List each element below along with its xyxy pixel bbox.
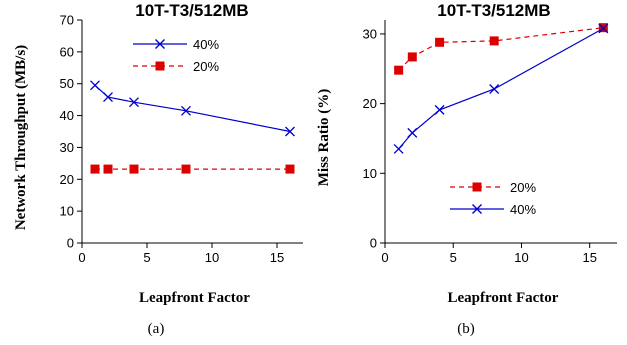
x-marker-stroke bbox=[393, 143, 404, 154]
x-tick-label: 5 bbox=[450, 250, 457, 265]
x-tick-label: 10 bbox=[514, 250, 528, 265]
legend-label: 20% bbox=[193, 59, 219, 74]
legend-label: 40% bbox=[510, 202, 536, 217]
y-tick-label: 50 bbox=[60, 76, 74, 91]
y-tick-label: 60 bbox=[60, 44, 74, 59]
x-marker-stroke bbox=[472, 204, 482, 214]
x-marker bbox=[285, 126, 295, 137]
x-marker bbox=[181, 105, 191, 116]
square-marker bbox=[181, 164, 191, 174]
x-marker bbox=[103, 92, 113, 103]
square-marker bbox=[90, 164, 100, 174]
x-tick-label: 10 bbox=[205, 250, 219, 265]
series-line bbox=[94, 84, 291, 133]
x-marker-stroke bbox=[598, 23, 609, 34]
chart-a: 0 10 20 30 40 50 60 70 0 5 10 15 10T-T3/512MB Leapfro… bbox=[13, 1, 303, 337]
square-marker bbox=[155, 61, 165, 71]
chart-caption: (a) bbox=[148, 321, 165, 337]
x-marker-stroke bbox=[155, 39, 165, 49]
y-tick-label: 10 bbox=[60, 204, 74, 219]
x-marker bbox=[407, 127, 418, 138]
x-marker bbox=[393, 143, 404, 154]
legend-label: 20% bbox=[510, 180, 536, 195]
x-marker-stroke bbox=[181, 105, 191, 116]
x-marker-stroke bbox=[434, 104, 445, 115]
x-axis-label: Leapfront Factor bbox=[139, 290, 250, 306]
y-tick-label: 30 bbox=[363, 26, 377, 41]
x-marker bbox=[472, 204, 482, 214]
x-marker-stroke bbox=[407, 127, 418, 138]
x-tick-label: 5 bbox=[143, 250, 150, 265]
y-axis-label: Network Throughput (MB/s) bbox=[13, 45, 29, 230]
series-line bbox=[398, 27, 604, 71]
y-tick-label: 0 bbox=[67, 236, 74, 251]
x-marker-stroke bbox=[489, 84, 500, 94]
y-tick-label: 40 bbox=[60, 108, 74, 123]
y-tick-label: 0 bbox=[370, 236, 377, 251]
x-marker bbox=[129, 97, 139, 108]
x-marker-stroke bbox=[285, 126, 295, 137]
legend-label: 40% bbox=[193, 37, 219, 52]
y-tick-label: 20 bbox=[60, 172, 74, 187]
chart-title: 10T-T3/512MB bbox=[135, 1, 248, 20]
x-marker bbox=[598, 23, 609, 34]
x-tick-label: 0 bbox=[78, 250, 85, 265]
square-marker bbox=[285, 164, 295, 174]
x-tick-label: 15 bbox=[582, 250, 596, 265]
square-marker bbox=[407, 52, 417, 62]
square-marker bbox=[129, 164, 139, 174]
y-tick-label: 20 bbox=[363, 96, 377, 111]
chart-caption: (b) bbox=[457, 321, 475, 337]
square-marker bbox=[489, 36, 499, 46]
y-axis-label: Miss Ratio (%) bbox=[316, 89, 332, 187]
x-marker-stroke bbox=[103, 92, 113, 103]
x-marker bbox=[434, 104, 445, 115]
x-axis-label: Leapfront Factor bbox=[448, 290, 559, 306]
series-line bbox=[398, 27, 604, 150]
y-tick-label: 10 bbox=[363, 166, 377, 181]
x-marker bbox=[90, 80, 100, 91]
x-marker-stroke bbox=[129, 97, 139, 108]
x-tick-label: 0 bbox=[381, 250, 388, 265]
square-marker bbox=[435, 37, 445, 47]
square-marker bbox=[103, 164, 113, 174]
x-marker bbox=[489, 84, 500, 94]
chart-title: 10T-T3/512MB bbox=[437, 1, 550, 20]
y-tick-label: 70 bbox=[60, 13, 74, 28]
x-marker-stroke bbox=[90, 80, 100, 91]
chart-b: 0 10 20 30 0 5 10 15 10T-T3/512MB Leapfront Facto… bbox=[316, 1, 617, 337]
square-marker bbox=[472, 182, 482, 192]
x-marker bbox=[155, 39, 165, 49]
square-marker bbox=[394, 65, 404, 75]
y-tick-label: 30 bbox=[60, 140, 74, 155]
x-tick-label: 15 bbox=[270, 250, 284, 265]
